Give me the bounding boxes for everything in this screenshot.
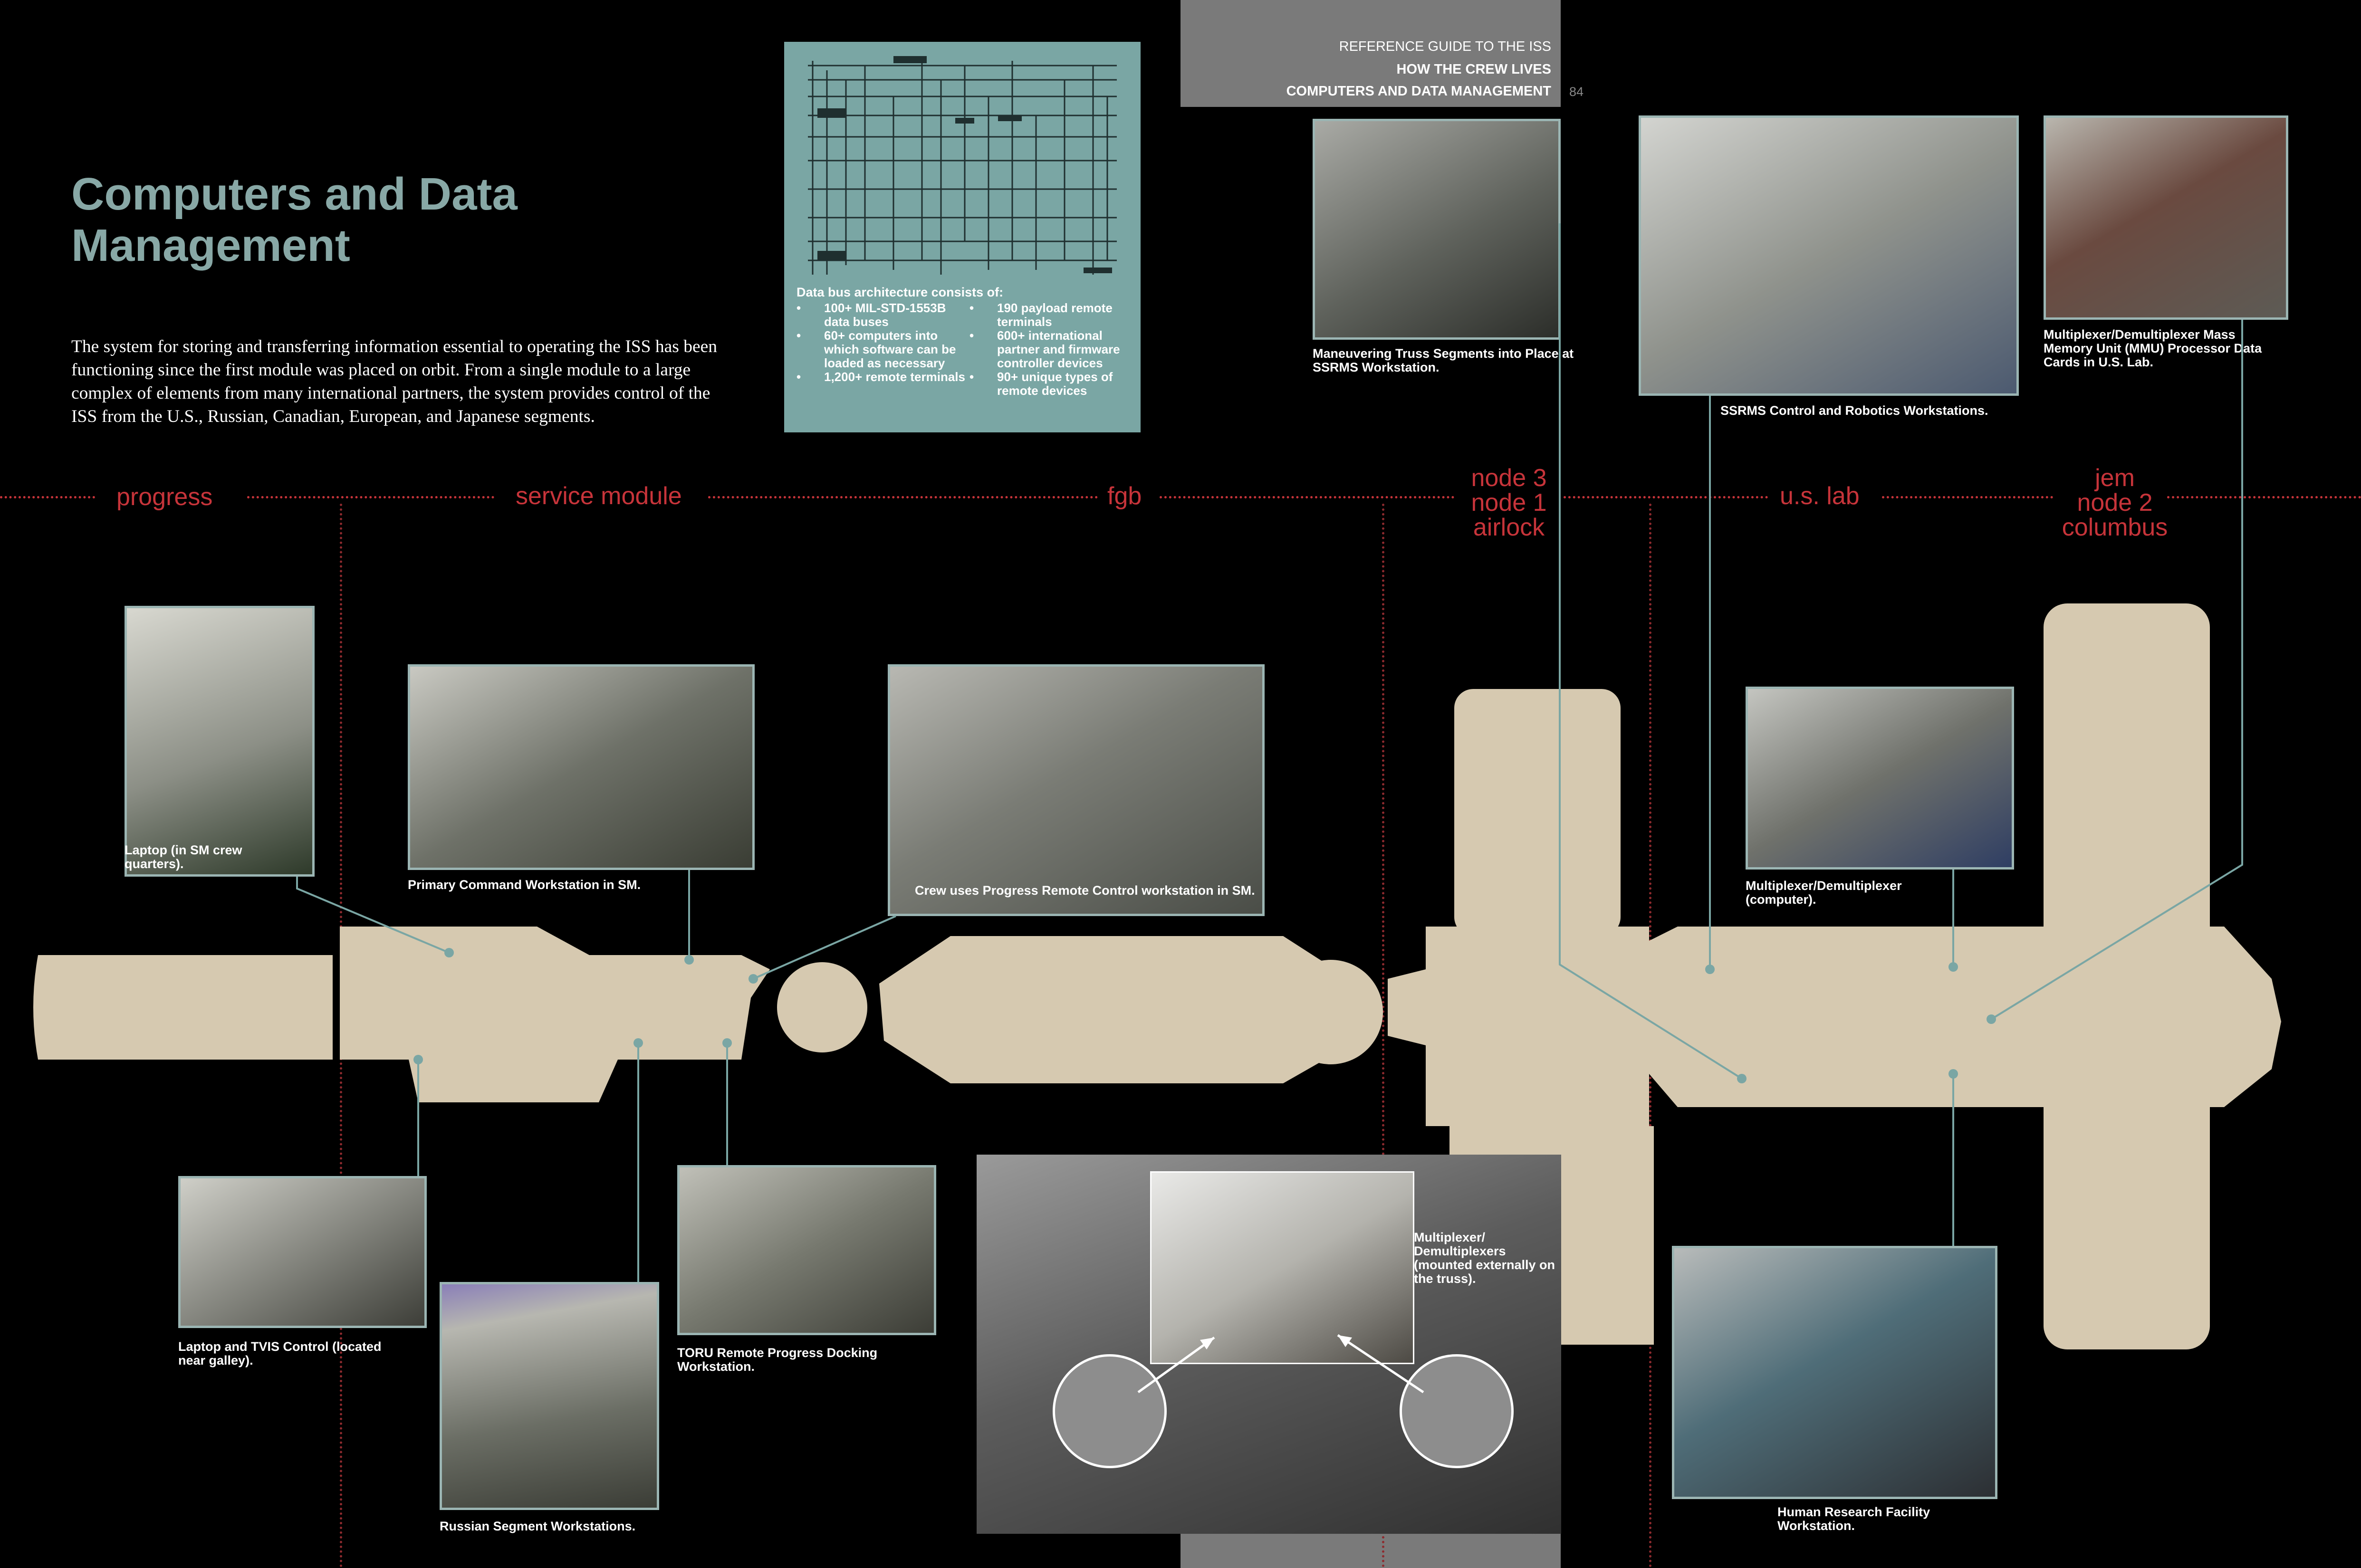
caption-ssrms: SSRMS Control and Robotics Workstations. — [1720, 403, 1988, 418]
caption-primary-command: Primary Command Workstation in SM. — [408, 878, 641, 892]
segment-divider — [1564, 496, 1768, 498]
photo-laptop-sm — [125, 606, 315, 877]
footer-strip — [1180, 1534, 1561, 1568]
segment-label-progress: progress — [116, 483, 213, 511]
caption-mdm-computer: Multiplexer/Demultiplexer (computer). — [1746, 879, 1902, 907]
segment-divider — [2167, 496, 2361, 498]
segment-label-jem: jem node 2 columbus — [2062, 464, 2168, 541]
data-bus-heading: Data bus architecture consists of: — [797, 285, 1004, 299]
mdm-callout-circle — [1400, 1354, 1514, 1468]
segment-divider — [0, 496, 95, 498]
caption-mdm-truss: Multiplexer/ Demultiplexers (mounted ext… — [1414, 1230, 1555, 1286]
segment-label-node3: node 3 node 1 airlock — [1471, 464, 1547, 541]
photo-mdm-truss: Multiplexer/ Demultiplexers (mounted ext… — [977, 1155, 1561, 1534]
page-number: 84 — [1569, 85, 1584, 99]
segment-divider — [1882, 496, 2053, 498]
segment-boundary — [1382, 504, 1384, 1568]
data-bus-box: Data bus architecture consists of: 100+ … — [784, 42, 1141, 432]
photo-mdm-computer — [1746, 687, 2014, 870]
list-item: 60+ computers into which software can be… — [797, 329, 968, 370]
mdm-callout-circle — [1053, 1354, 1167, 1468]
segment-label-service-module: service module — [516, 482, 682, 510]
list-item: 600+ international partner and firmware … — [969, 329, 1131, 370]
photo-primary-command — [408, 664, 755, 870]
segment-label-fgb: fgb — [1107, 482, 1142, 510]
photo-mmu — [2044, 115, 2288, 320]
list-item: 90+ unique types of remote devices — [969, 370, 1131, 398]
header-line-2: HOW THE CREW LIVES — [1396, 62, 1551, 77]
segment-divider — [708, 496, 1098, 498]
header-line-1: REFERENCE GUIDE TO THE ISS — [1339, 39, 1551, 54]
segment-divider — [1160, 496, 1454, 498]
caption-mmu: Multiplexer/Demultiplexer Mass Memory Un… — [2044, 327, 2262, 369]
photo-russian-segment — [440, 1282, 659, 1510]
segment-label-us-lab: u.s. lab — [1780, 482, 1860, 510]
header-line-3: COMPUTERS AND DATA MANAGEMENT — [1286, 84, 1551, 99]
data-bus-list-right: 190 payload remote terminals 600+ intern… — [969, 301, 1131, 398]
caption-progress-remote: Crew uses Progress Remote Control workst… — [915, 883, 1255, 898]
running-header: REFERENCE GUIDE TO THE ISS HOW THE CREW … — [1180, 0, 1561, 107]
intro-paragraph: The system for storing and transferring … — [71, 337, 718, 426]
list-item: 1,200+ remote terminals — [797, 370, 968, 384]
photo-progress-remote — [888, 664, 1265, 916]
list-item: 100+ MIL-STD-1553B data buses — [797, 301, 968, 329]
photo-laptop-tvis — [178, 1176, 427, 1328]
caption-hrf: Human Research Facility Workstation. — [1777, 1505, 1930, 1533]
photo-hrf — [1672, 1246, 1997, 1499]
photo-mdm-inset — [1150, 1171, 1414, 1364]
caption-maneuvering: Maneuvering Truss Segments into Place at… — [1313, 346, 1574, 374]
list-item: 190 payload remote terminals — [969, 301, 1131, 329]
photo-ssrms — [1639, 115, 2019, 396]
photo-maneuvering — [1313, 119, 1561, 340]
data-bus-diagram — [808, 56, 1117, 275]
segment-divider — [247, 496, 494, 498]
mdm-callout-arrows — [1137, 1334, 1424, 1394]
photo-toru — [677, 1165, 936, 1335]
caption-laptop-sm: Laptop (in SM crew quarters). — [125, 843, 242, 871]
caption-russian-segment: Russian Segment Workstations. — [440, 1519, 636, 1533]
page-title: Computers and Data Management — [71, 169, 518, 271]
data-bus-list-left: 100+ MIL-STD-1553B data buses 60+ comput… — [797, 301, 968, 384]
caption-laptop-tvis: Laptop and TVIS Control (located near ga… — [178, 1339, 382, 1367]
caption-toru: TORU Remote Progress Docking Workstation… — [677, 1346, 878, 1374]
